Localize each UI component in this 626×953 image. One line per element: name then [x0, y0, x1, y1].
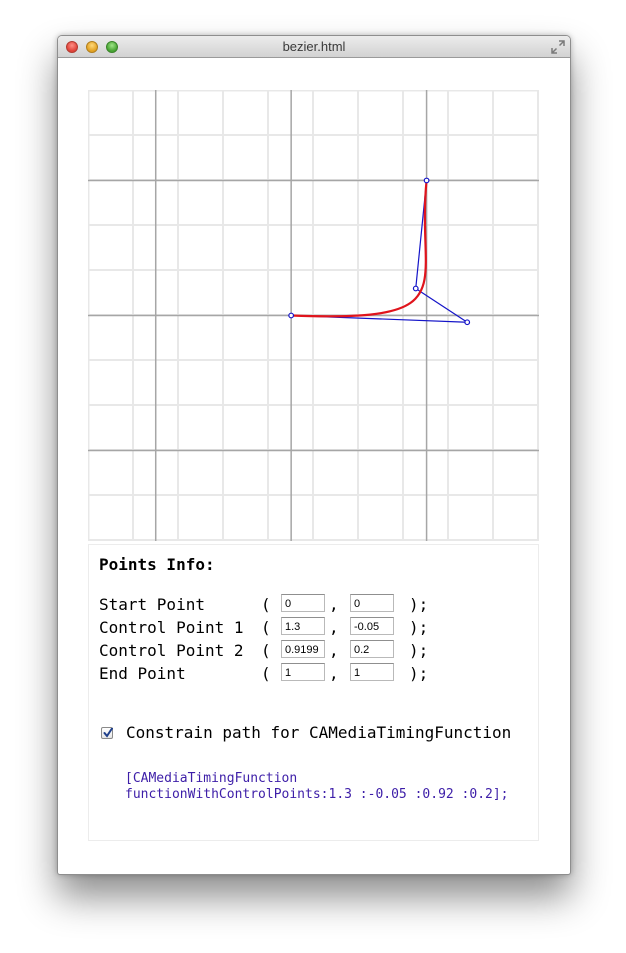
points-info-panel: Points Info: Start Point ( , ); Control …	[88, 544, 539, 841]
grid	[88, 90, 539, 541]
comma: ,	[329, 641, 339, 660]
start-point-label: Start Point	[99, 595, 205, 614]
close-paren: );	[409, 641, 429, 660]
open-paren: (	[261, 595, 271, 614]
code-line-2: functionWithControlPoints:1.3 :-0.05 :0.…	[125, 787, 509, 802]
end-point-x-input[interactable]	[281, 663, 325, 681]
fullscreen-icon[interactable]	[551, 40, 565, 54]
minimize-window-button[interactable]	[86, 41, 98, 53]
bezier-canvas[interactable]	[88, 90, 539, 541]
points-info-title: Points Info:	[99, 555, 215, 574]
bezier-curve-group	[291, 180, 428, 318]
open-paren: (	[261, 641, 271, 660]
start-point-dot[interactable]	[288, 312, 295, 319]
close-paren: );	[409, 595, 429, 614]
comma: ,	[329, 664, 339, 683]
control-point-1-y-input[interactable]	[350, 617, 394, 635]
zoom-window-button[interactable]	[106, 41, 118, 53]
browser-window: bezier.html Points Info: Start Point ( ,…	[57, 35, 571, 875]
end-point-dot[interactable]	[423, 177, 430, 184]
end-point-label: End Point	[99, 664, 186, 683]
comma: ,	[329, 618, 339, 637]
open-paren: (	[261, 664, 271, 683]
window-title: bezier.html	[282, 39, 346, 54]
control-point-2-label: Control Point 2	[99, 641, 244, 660]
close-paren: );	[409, 664, 429, 683]
comma: ,	[329, 595, 339, 614]
code-line-1: [CAMediaTimingFunction	[125, 771, 298, 786]
start-point-x-input[interactable]	[281, 594, 325, 612]
close-window-button[interactable]	[66, 41, 78, 53]
control-point-2-dot[interactable]	[412, 285, 419, 292]
title-bar: bezier.html	[58, 36, 570, 58]
control-point-1-x-input[interactable]	[281, 617, 325, 635]
constrain-checkbox[interactable]	[101, 727, 113, 739]
close-paren: );	[409, 618, 429, 637]
end-point-y-input[interactable]	[350, 663, 394, 681]
handle-control-1-to-control-2	[415, 287, 468, 323]
bezier-curve	[291, 180, 428, 318]
control-point-2-y-input[interactable]	[350, 640, 394, 658]
checkmark-icon	[103, 728, 113, 738]
code-output: [CAMediaTimingFunction functionWithContr…	[125, 771, 509, 803]
open-paren: (	[261, 618, 271, 637]
control-point-1-label: Control Point 1	[99, 618, 244, 637]
control-points[interactable]	[288, 177, 471, 326]
control-point-1-dot[interactable]	[464, 319, 471, 326]
control-handles	[291, 180, 468, 323]
start-point-y-input[interactable]	[350, 594, 394, 612]
constrain-label: Constrain path for CAMediaTimingFunction	[126, 723, 512, 742]
control-point-2-x-input[interactable]	[281, 640, 325, 658]
